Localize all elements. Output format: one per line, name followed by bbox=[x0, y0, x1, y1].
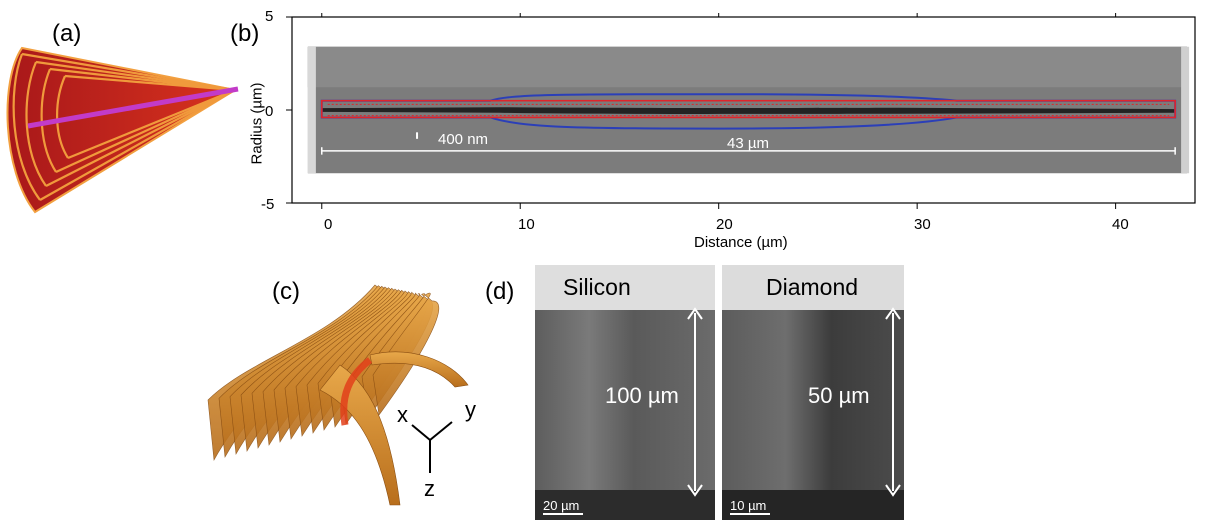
x-tick-10: 10 bbox=[518, 216, 535, 233]
silicon-header-band bbox=[535, 265, 715, 310]
reconstruction-3d bbox=[207, 284, 469, 506]
red-outline bbox=[320, 99, 1176, 119]
axis-y-label: y bbox=[465, 397, 476, 422]
sem-strip-upper bbox=[307, 46, 1188, 88]
x-tick-20: 20 bbox=[716, 216, 733, 233]
silicon-dimension-label: 100 µm bbox=[605, 383, 679, 408]
y-tick-0: 0 bbox=[265, 103, 274, 120]
panel-label-b: (b) bbox=[230, 20, 260, 47]
x-tick-0: 0 bbox=[324, 216, 333, 233]
x-axis-title: Distance (µm) bbox=[694, 234, 788, 251]
diamond-scale-bar bbox=[730, 513, 770, 515]
reconstruction-right-wing bbox=[369, 351, 469, 388]
silicon-dimension-arrow bbox=[687, 307, 703, 497]
sem-strip-right-edge bbox=[1181, 46, 1190, 174]
plot-b: 5 0 -5 0 10 20 30 40 Distance (µm) Radiu… bbox=[248, 8, 1196, 251]
cone-illustration bbox=[6, 46, 239, 214]
silicon-title: Silicon bbox=[563, 274, 631, 300]
width-annotation: 400 nm bbox=[438, 131, 489, 148]
y-axis-title: Radius (µm) bbox=[248, 82, 266, 165]
x-tick-40: 40 bbox=[1112, 216, 1129, 233]
length-annotation: 43 µm bbox=[727, 135, 769, 152]
y-tick-minus5: -5 bbox=[261, 196, 275, 213]
plot-b-svg bbox=[286, 13, 1196, 209]
axis-z-label: z bbox=[424, 476, 435, 501]
panel-label-c: (c) bbox=[272, 278, 300, 305]
diamond-bottom bbox=[722, 490, 904, 520]
axis-x-label: x bbox=[397, 402, 408, 427]
sem-image-silicon: Silicon 100 µm 20 µm bbox=[535, 265, 715, 520]
diamond-dimension-arrow bbox=[885, 307, 901, 497]
diamond-dimension-label: 50 µm bbox=[808, 383, 870, 408]
diamond-body bbox=[722, 310, 904, 490]
x-tick-30: 30 bbox=[914, 216, 931, 233]
sem-image-diamond: Diamond 50 µm 10 µm bbox=[722, 265, 904, 520]
sem-strip-left-edge bbox=[307, 46, 316, 174]
silicon-scale-bar bbox=[543, 513, 583, 515]
diamond-title: Diamond bbox=[766, 274, 859, 300]
silicon-bottom bbox=[535, 490, 715, 520]
silicon-scale-label: 20 µm bbox=[543, 498, 580, 513]
silicon-body bbox=[535, 310, 715, 490]
panel-label-d: (d) bbox=[485, 278, 515, 305]
diamond-header-band bbox=[722, 265, 904, 310]
y-tick-5: 5 bbox=[265, 8, 274, 25]
panel-label-a: (a) bbox=[52, 20, 82, 47]
fibre-core bbox=[321, 107, 1176, 114]
diamond-scale-label: 10 µm bbox=[730, 498, 767, 513]
